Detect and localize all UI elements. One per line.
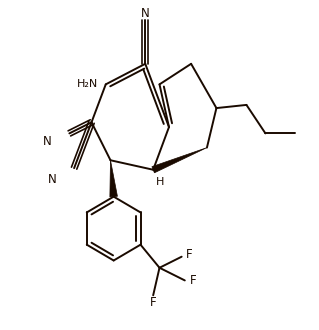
Text: N: N [141, 7, 150, 20]
Text: F: F [150, 296, 157, 309]
Polygon shape [110, 160, 117, 197]
Text: N: N [48, 173, 56, 186]
Polygon shape [152, 148, 207, 173]
Text: H: H [156, 178, 165, 187]
Text: H₂N: H₂N [77, 79, 98, 89]
Text: N: N [43, 135, 52, 148]
Text: F: F [186, 248, 193, 261]
Text: F: F [189, 274, 196, 287]
